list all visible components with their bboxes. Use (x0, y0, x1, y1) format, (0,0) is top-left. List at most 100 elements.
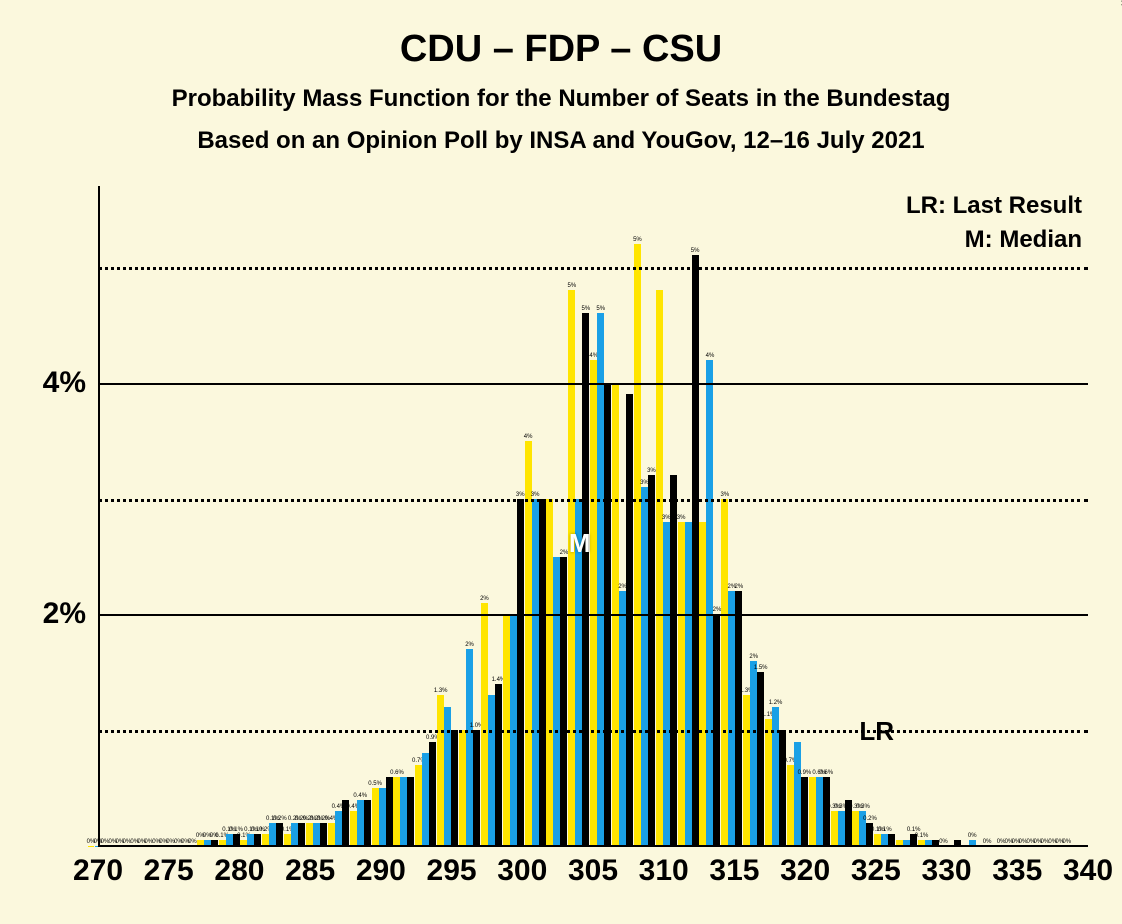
legend-median: M: Median (965, 226, 1082, 254)
bar: 3% (517, 499, 524, 846)
bar-group: 0%0% (983, 186, 1005, 846)
bar-group: 0.3%0.3% (830, 186, 852, 846)
bar: 3% (678, 522, 685, 846)
bar-group: 0%0%0% (153, 186, 175, 846)
bar-group: 0.5% (371, 186, 393, 846)
bar-group: 0%0%0% (1027, 186, 1049, 846)
bar-value-label: 4% (706, 353, 715, 359)
x-tick-label: 325 (851, 854, 901, 888)
bar: 4% (706, 360, 713, 846)
bar-group: 5%5% (568, 186, 590, 846)
chart-subtitle-2: Based on an Opinion Poll by INSA and You… (0, 127, 1122, 155)
x-tick-label: 330 (922, 854, 972, 888)
bar: 5% (634, 244, 641, 846)
bar: 0.3% (831, 811, 838, 846)
bar (451, 730, 458, 846)
bar (386, 777, 393, 846)
bar-value-label: 0.1% (915, 833, 929, 839)
copyright-text: © 2021 Filip van Laenen (1118, 0, 1122, 6)
bar: 0.7% (787, 765, 794, 846)
bar-group: 2% 1.0% (459, 186, 481, 846)
bar-group: 0%0%0% (109, 186, 131, 846)
x-tick-label: 320 (780, 854, 830, 888)
bar-group: 3% (655, 186, 677, 846)
bar: 1.1% (765, 719, 772, 846)
bar: 0.4% (335, 811, 342, 846)
x-tick-label: 280 (214, 854, 264, 888)
bar-value-label: 4% (524, 434, 533, 440)
bar-group: 2% (612, 186, 634, 846)
bar-group: 4% 3% (524, 186, 546, 846)
x-tick-label: 295 (427, 854, 477, 888)
bar-group: 0.2%0.1%0.2% (262, 186, 284, 846)
bar: 5% (597, 313, 604, 846)
bar: 2% (735, 591, 742, 846)
bar: 4% (590, 360, 597, 846)
bar: 2% (560, 557, 567, 846)
x-tick-label: 270 (73, 854, 123, 888)
bar-value-label: 0.6% (390, 770, 404, 776)
bar-group: 0% (961, 186, 983, 846)
bar-value-label: 0.5% (368, 781, 382, 787)
bar-group: 0%0%0% (1005, 186, 1027, 846)
x-tick-label: 285 (285, 854, 335, 888)
bar (379, 788, 386, 846)
bar: 0.2% (298, 823, 305, 846)
bar-group: 0.6%0.6% (808, 186, 830, 846)
bar: 5% (568, 290, 575, 846)
last-result-marker: LR (859, 716, 894, 747)
bar (546, 499, 553, 846)
bar: 3% (532, 499, 539, 846)
bar-value-label: 2% (465, 642, 474, 648)
bar: 5% (692, 255, 699, 846)
bar-group: 0.4%0.4% (349, 186, 371, 846)
bar-value-label: 1.2% (769, 700, 783, 706)
bar (670, 475, 677, 846)
bar-value-label: 0% (1062, 839, 1071, 845)
bar-value-label: 3% (531, 492, 540, 498)
bar-group: 4%2% (699, 186, 721, 846)
bar: 0.2% (276, 823, 283, 846)
bar: 1.5% (757, 672, 764, 846)
bar (422, 753, 429, 846)
bar: 3% (721, 499, 728, 846)
bar: 0.2% (291, 823, 298, 846)
bar (699, 522, 706, 846)
bar-group: 0.6% (393, 186, 415, 846)
bar: 1.0% (473, 730, 480, 846)
bar-value-label: 5% (633, 237, 642, 243)
bar-value-label: 0% (983, 839, 992, 845)
bar: 0.2% (306, 823, 313, 846)
x-tick-label: 275 (144, 854, 194, 888)
bar-group: 0.1% (896, 186, 918, 846)
bar (809, 777, 816, 846)
bar-group: 3%2%2% (721, 186, 743, 846)
bar-group: 0%0%0% (131, 186, 153, 846)
bar: 0.6% (393, 777, 400, 846)
bar: 0.2% (320, 823, 327, 846)
chart-title: CDU – FDP – CSU (0, 0, 1122, 71)
x-tick-label: 290 (356, 854, 406, 888)
bar-group: 0%0%0% (175, 186, 197, 846)
gridline (98, 614, 1088, 616)
x-tick-label: 340 (1063, 854, 1113, 888)
x-tick-label: 335 (992, 854, 1042, 888)
bar-value-label: 1.3% (434, 688, 448, 694)
bar (656, 290, 663, 846)
bar-group: 3% (502, 186, 524, 846)
bar (407, 777, 414, 846)
bar (553, 557, 560, 846)
bar: 0.1% (269, 823, 276, 846)
bar: 1.3% (437, 695, 444, 846)
bar: 1.3% (743, 695, 750, 846)
bar: 2% (481, 603, 488, 846)
bar-value-label: 3% (677, 515, 686, 521)
bar-value-label: 0.3% (856, 804, 870, 810)
bar (488, 695, 495, 846)
bar: 0.5% (372, 788, 379, 846)
bar-group: 0.1%0.2%0.2% (284, 186, 306, 846)
bar: 0.2% (313, 823, 320, 846)
bar-group: 3%5% (677, 186, 699, 846)
gridline-minor (98, 730, 1088, 733)
y-tick-label: 4% (43, 366, 86, 400)
